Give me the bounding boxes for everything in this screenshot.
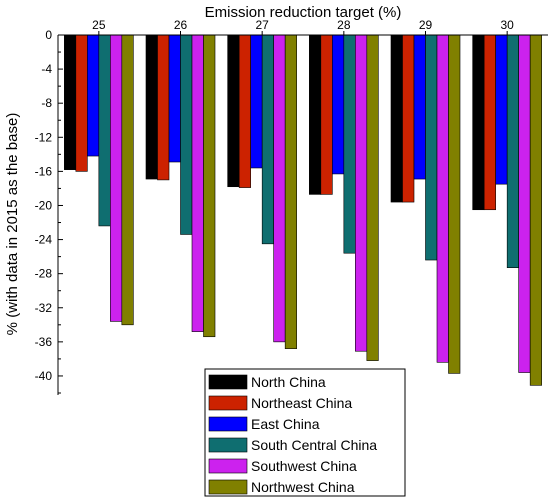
bar-east-china-27: [250, 34, 263, 169]
bar-east-china-28: [332, 34, 345, 175]
bar-northeast-china-30: [483, 34, 496, 211]
bar-northwest-china-29: [448, 34, 461, 374]
bar-northeast-china-27: [238, 34, 251, 188]
bar-north-china-27: [227, 34, 240, 188]
y-axis-title: % (with data in 2015 as the base): [4, 113, 21, 336]
x-tick-label: 25: [92, 18, 106, 32]
legend-box: [204, 368, 406, 497]
bar-northwest-china-26: [203, 34, 216, 338]
legend-label: South Central China: [251, 437, 377, 453]
x-tick-label: 30: [500, 18, 514, 32]
bars-layer: [64, 34, 542, 386]
bar-northwest-china-27: [284, 34, 297, 349]
legend-swatch: [208, 395, 248, 411]
bar-southwest-china-26: [191, 34, 204, 332]
bar-southwest-china-27: [273, 34, 286, 343]
bar-north-china-30: [472, 34, 485, 211]
y-tick-label: -12: [35, 130, 53, 144]
y-tick-label: -24: [35, 233, 53, 247]
legend-label: Northeast China: [251, 395, 352, 411]
x-tick-label: 29: [419, 18, 433, 32]
bar-north-china-25: [64, 34, 77, 170]
legend: North China Northeast China East China Sout…: [204, 368, 406, 497]
legend-swatch: [208, 437, 248, 453]
bar-northeast-china-25: [75, 34, 88, 172]
bar-southwest-china-29: [436, 34, 449, 363]
bar-northwest-china-30: [529, 34, 542, 386]
y-tick-label: -4: [41, 62, 52, 76]
legend-swatch: [208, 374, 248, 390]
bar-north-china-29: [390, 34, 403, 203]
x-tick-label: 26: [174, 18, 188, 32]
y-tick-label: 0: [45, 28, 52, 42]
bar-south-central-china-28: [343, 34, 356, 254]
legend-label: Northwest China: [251, 479, 355, 495]
bar-northwest-china-25: [121, 34, 134, 326]
y-tick-label: -20: [35, 198, 53, 212]
bar-northeast-china-28: [320, 34, 333, 195]
bar-northeast-china-29: [402, 34, 415, 203]
y-tick-label: -28: [35, 267, 53, 281]
legend-swatch: [208, 416, 248, 432]
bar-northeast-china-26: [157, 34, 170, 181]
legend-label: East China: [251, 416, 320, 432]
bar-east-china-25: [87, 34, 100, 157]
legend-label: Southwest China: [251, 458, 357, 474]
bar-southwest-china-28: [355, 34, 368, 352]
y-tick-label: -36: [35, 335, 53, 349]
legend-swatch: [208, 479, 248, 495]
x-tick-label: 27: [255, 18, 269, 32]
bar-north-china-26: [145, 34, 158, 180]
bar-south-central-china-25: [98, 34, 111, 227]
bar-south-central-china-27: [261, 34, 274, 245]
bar-southwest-china-30: [518, 34, 531, 373]
x-axis-title: Emission reduction target (%): [205, 4, 402, 21]
bar-east-china-30: [495, 34, 508, 185]
y-tick-label: -16: [35, 164, 53, 178]
y-tick-label: -32: [35, 301, 53, 315]
bar-east-china-26: [168, 34, 181, 163]
y-tick-label: -40: [35, 369, 53, 383]
bar-east-china-29: [413, 34, 426, 180]
y-tick-label: -8: [41, 96, 52, 110]
bar-south-central-china-26: [180, 34, 193, 235]
x-tick-label: 28: [337, 18, 351, 32]
legend-label: North China: [251, 374, 326, 390]
axes-layer: 0 -4 -8 -12 -16 -20 -24 -28 -32 -36 -40 25 26 27 28 29 3…: [35, 18, 548, 395]
bar-northwest-china-28: [366, 34, 379, 361]
bar-north-china-28: [309, 34, 322, 195]
legend-swatch: [208, 458, 248, 474]
bar-south-central-china-29: [425, 34, 438, 261]
bar-south-central-china-30: [506, 34, 519, 268]
bar-southwest-china-25: [110, 34, 123, 322]
